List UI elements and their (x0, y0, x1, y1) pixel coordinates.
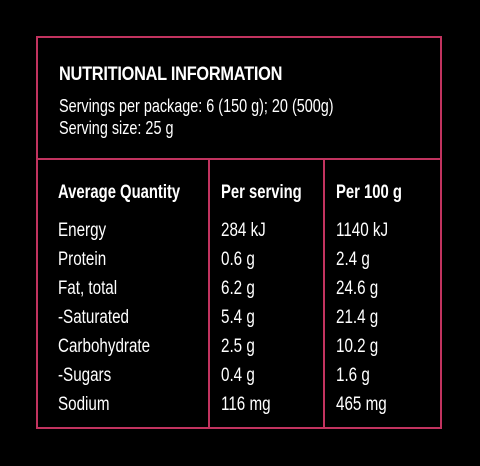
row-saturated-per-100g: 21.4 g (336, 307, 379, 328)
row-sugars-per-100g: 1.6 g (336, 365, 370, 386)
row-protein-label: Protein (58, 249, 107, 270)
row-energy-per-100g: 1140 kJ (336, 220, 389, 241)
row-fat-total-per-100g: 24.6 g (336, 278, 379, 299)
nutrition-panel: NUTRITIONAL INFORMATION Servings per pac… (36, 36, 442, 429)
row-sodium-label: Sodium (58, 394, 110, 415)
row-sodium-per-100g: 465 mg (336, 394, 387, 415)
header-per-100g: Per 100 g (336, 182, 402, 203)
nutrition-header: NUTRITIONAL INFORMATION Servings per pac… (38, 38, 440, 160)
row-carbohydrate-label: Carbohydrate (58, 336, 151, 357)
row-carbohydrate-per-100g: 10.2 g (336, 336, 379, 357)
row-fat-total-label: Fat, total (58, 278, 118, 299)
row-sugars-per-serving: 0.4 g (221, 365, 255, 386)
header-average-quantity: Average Quantity (58, 182, 181, 203)
row-fat-total-per-serving: 6.2 g (221, 278, 255, 299)
row-carbohydrate-per-serving: 2.5 g (221, 336, 255, 357)
column-divider (323, 158, 325, 429)
row-energy-per-serving: 284 kJ (221, 220, 266, 241)
header-per-serving: Per serving (221, 182, 302, 203)
row-sugars-label: -Sugars (58, 365, 112, 386)
row-protein-per-100g: 2.4 g (336, 249, 370, 270)
row-saturated-per-serving: 5.4 g (221, 307, 255, 328)
row-energy-label: Energy (58, 220, 107, 241)
servings-per-package: Servings per package: 6 (150 g); 20 (500… (59, 96, 334, 116)
column-divider (208, 158, 210, 429)
row-protein-per-serving: 0.6 g (221, 249, 255, 270)
serving-size: Serving size: 25 g (59, 118, 174, 138)
nutrition-title: NUTRITIONAL INFORMATION (59, 64, 283, 85)
row-sodium-per-serving: 116 mg (221, 394, 271, 415)
row-saturated-label: -Saturated (58, 307, 129, 328)
